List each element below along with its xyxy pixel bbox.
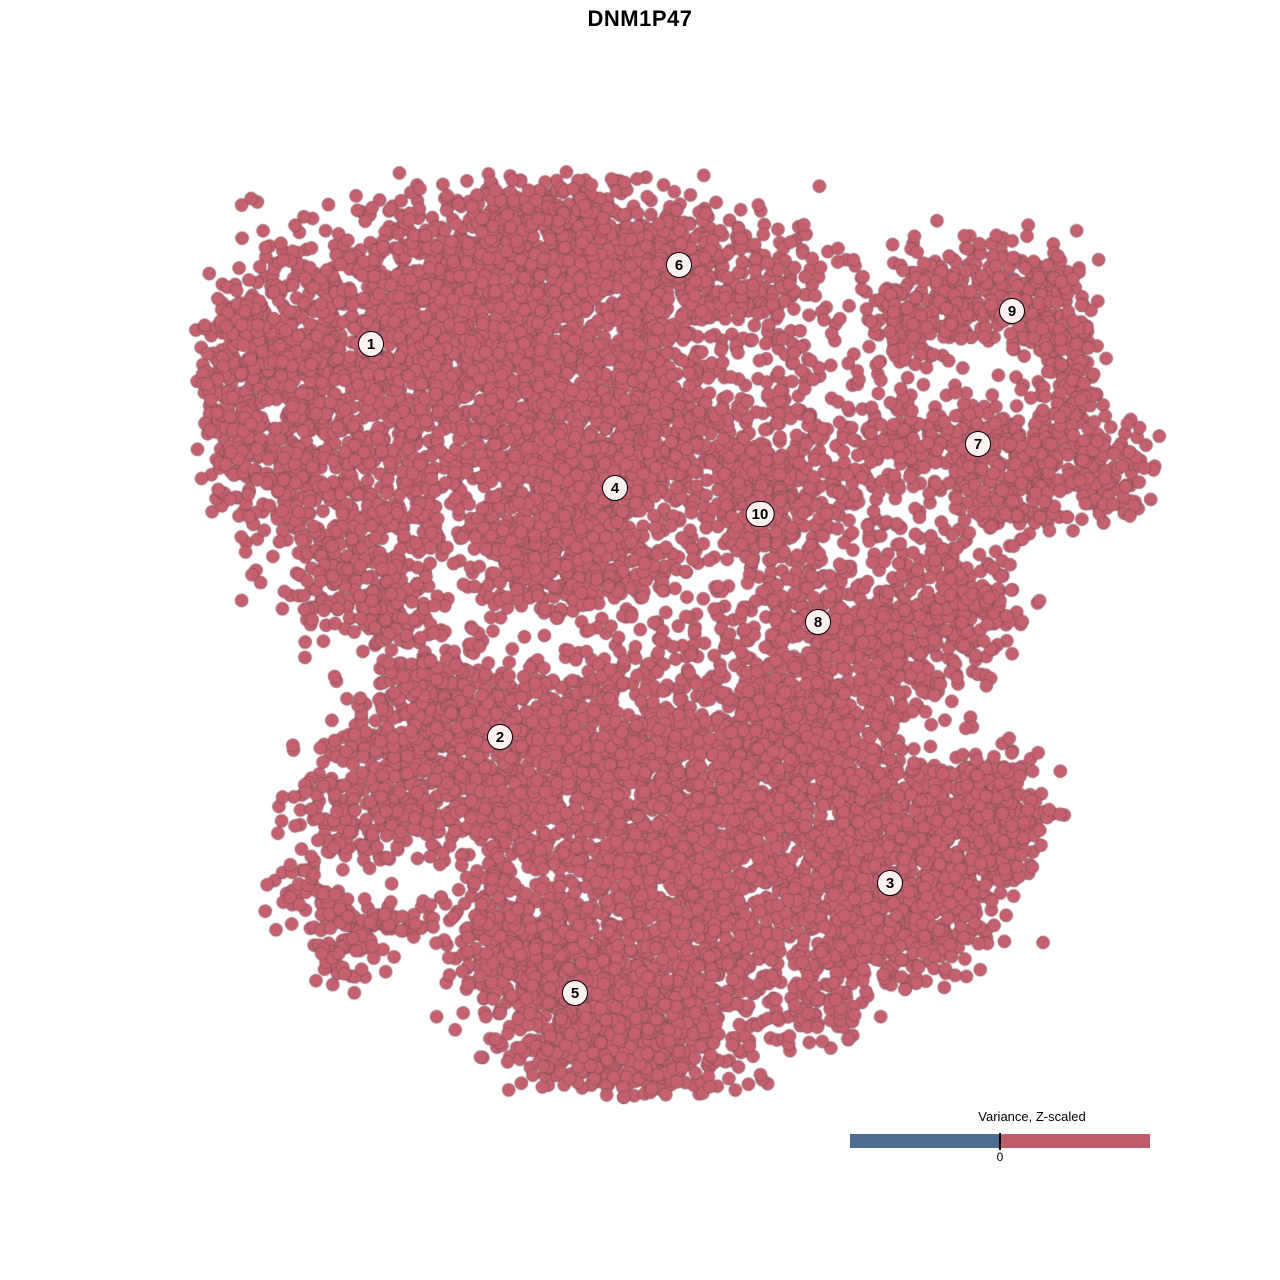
- legend-title: Variance, Z-scaled: [978, 1109, 1086, 1124]
- legend-positive-segment: [1000, 1134, 1150, 1148]
- chart-title: DNM1P47: [587, 6, 693, 31]
- legend-zero-label: 0: [996, 1150, 1004, 1164]
- legend-colorbar: [850, 1133, 1150, 1150]
- legend-zero-tick: [999, 1133, 1001, 1150]
- legend-negative-segment: [850, 1134, 1000, 1148]
